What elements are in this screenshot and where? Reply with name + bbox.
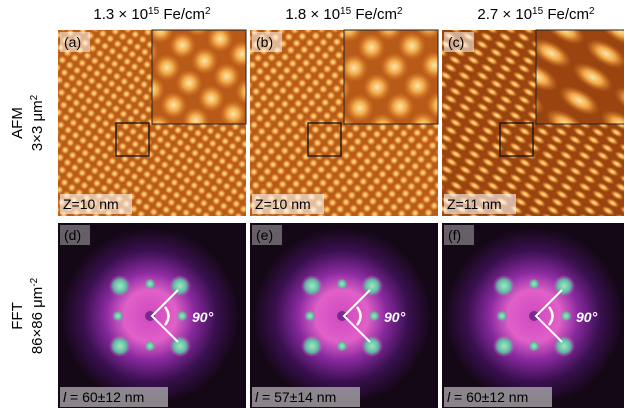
angle-label: 90° xyxy=(384,309,406,325)
panel-label: (f) xyxy=(448,227,461,243)
panel-label: (e) xyxy=(256,227,273,243)
fft-center xyxy=(529,311,539,321)
fft-spot xyxy=(112,310,124,322)
period-value: = 60±12 nm xyxy=(450,389,528,405)
fft-spot xyxy=(169,275,191,297)
fft-spot xyxy=(144,340,156,352)
fft-spot xyxy=(528,278,540,290)
fft-center xyxy=(337,311,347,321)
column-header-part: Fe/cm xyxy=(543,6,589,23)
column-header-part: 15 xyxy=(340,6,352,17)
fft-spot xyxy=(301,335,323,357)
fft-spot xyxy=(361,335,383,357)
row-scale: 86×86 μm-2 xyxy=(29,277,47,354)
period-length: l = 60±12 nm xyxy=(63,389,144,405)
column-header-part: 2.7 × 10 xyxy=(477,6,532,23)
angle-label: 90° xyxy=(192,309,214,325)
row-scale-part: -2 xyxy=(29,277,40,286)
z-range: Z=11 nm xyxy=(447,196,502,212)
row-scale-part: 86×86 μm xyxy=(29,287,46,354)
fft-spot xyxy=(368,310,380,322)
column-header-part: 2 xyxy=(397,6,403,17)
panel-label: (a) xyxy=(64,34,81,50)
panel-label: (b) xyxy=(256,34,273,50)
row-title: AFM xyxy=(9,107,26,139)
column-header-part: 2 xyxy=(589,6,595,17)
period-value: = 57±14 nm xyxy=(258,389,336,405)
column-header-part: Fe/cm xyxy=(159,6,205,23)
column-header: 1.8 × 1015 Fe/cm2 xyxy=(285,6,403,24)
row-scale-part: 2 xyxy=(29,94,40,100)
fft-spot xyxy=(301,275,323,297)
fft-spot xyxy=(361,275,383,297)
row-scale: 3×3 μm2 xyxy=(29,94,47,151)
fft-spot xyxy=(496,310,508,322)
fft-spot xyxy=(109,275,131,297)
column-header: 1.3 × 1015 Fe/cm2 xyxy=(93,6,211,24)
z-range: Z=10 nm xyxy=(63,196,119,212)
fft-spot xyxy=(109,335,131,357)
fft-spot xyxy=(304,310,316,322)
fft-spot xyxy=(176,310,188,322)
column-header-part: 1.8 × 10 xyxy=(285,6,340,23)
column-header: 2.7 × 1015 Fe/cm2 xyxy=(477,6,595,24)
period-length: l = 57±14 nm xyxy=(255,389,336,405)
fft-spot xyxy=(169,335,191,357)
column-header-part: Fe/cm xyxy=(351,6,397,23)
fft-spot xyxy=(553,275,575,297)
fft-spot xyxy=(336,340,348,352)
column-header-part: 1.3 × 10 xyxy=(93,6,148,23)
afm-inset xyxy=(344,30,438,124)
afm-inset xyxy=(536,30,624,124)
row-title: FFT xyxy=(9,302,26,330)
fft-spot xyxy=(528,340,540,352)
figure: AFM3×3 μm2FFT86×86 μm-21.3 × 1015 Fe/cm2… xyxy=(0,0,624,408)
z-range: Z=10 nm xyxy=(255,196,311,212)
angle-label: 90° xyxy=(576,309,598,325)
fft-spot xyxy=(560,310,572,322)
panel-label: (c) xyxy=(448,34,464,50)
column-header-part: 2 xyxy=(205,6,211,17)
column-header-part: 15 xyxy=(148,6,160,17)
panel-label: (d) xyxy=(64,227,81,243)
fft-spot xyxy=(144,278,156,290)
period-length: l = 60±12 nm xyxy=(447,389,528,405)
fft-center xyxy=(145,311,155,321)
fft-spot xyxy=(493,275,515,297)
row-scale-part: 3×3 μm xyxy=(29,100,46,151)
fft-spot xyxy=(553,335,575,357)
fft-spot xyxy=(493,335,515,357)
column-header-part: 15 xyxy=(532,6,544,17)
period-value: = 60±12 nm xyxy=(66,389,144,405)
fft-spot xyxy=(336,278,348,290)
afm-inset xyxy=(152,30,246,124)
